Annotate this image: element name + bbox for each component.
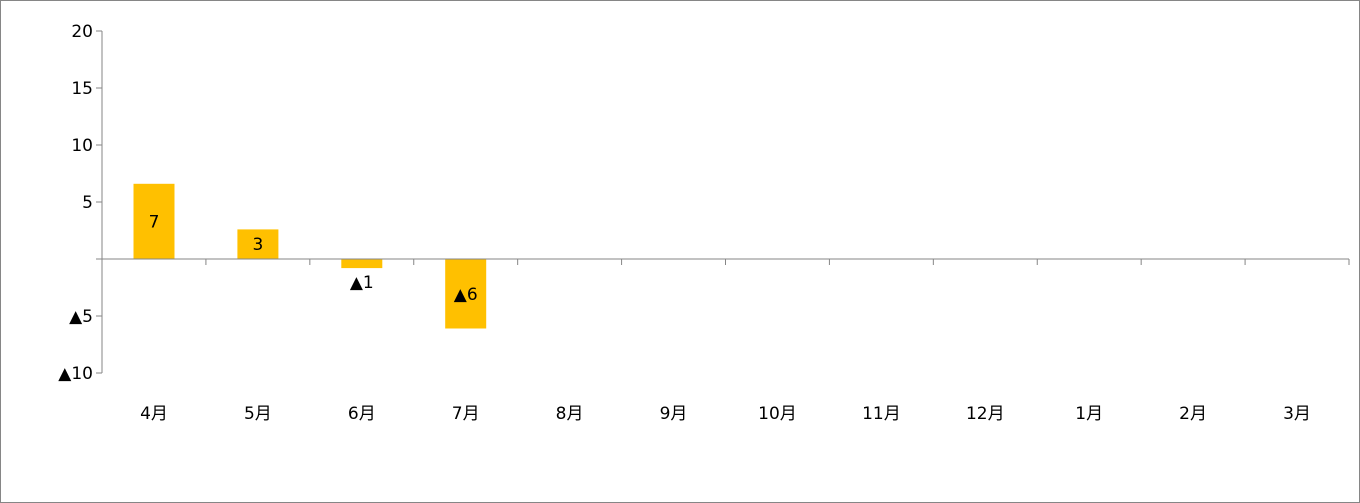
x-tick-label: 2月 (1179, 404, 1207, 424)
bar-4 (445, 259, 487, 329)
data-label: ▲6 (454, 285, 478, 305)
data-label: 3 (252, 235, 263, 255)
bar-3 (341, 259, 383, 269)
x-tick-label: 5月 (244, 404, 272, 424)
x-tick-label: 10月 (758, 404, 797, 424)
data-label: 7 (149, 212, 160, 232)
x-tick-label: 12月 (966, 404, 1005, 424)
x-tick-label: 9月 (660, 404, 688, 424)
y-tick-label: 20 (71, 22, 93, 42)
y-tick-labels-group: 20 15 10 5 ▲5 ▲10 (58, 22, 93, 384)
y-tick-label: ▲10 (58, 364, 93, 384)
data-label: ▲1 (350, 273, 374, 293)
bars-group (133, 183, 487, 329)
axes-group (96, 30, 1350, 374)
x-tick-label: 11月 (862, 404, 901, 424)
x-tick-label: 6月 (348, 404, 376, 424)
y-tick-label: 15 (71, 79, 93, 99)
y-tick-label: ▲5 (69, 307, 93, 327)
x-tick-labels-group: 4月 5月 6月 7月 8月 9月 10月 11月 12月 1月 2月 3月 (140, 404, 1311, 424)
bar-1 (133, 183, 175, 259)
x-tick-label: 3月 (1283, 404, 1311, 424)
x-tick-label: 7月 (452, 404, 480, 424)
data-labels-group: 7 3 ▲1 ▲6 (149, 212, 478, 304)
bar-2 (237, 229, 279, 259)
x-tick-label: 8月 (556, 404, 584, 424)
x-tick-label: 4月 (140, 404, 168, 424)
y-tick-label: 10 (71, 136, 93, 156)
x-tick-label: 1月 (1075, 404, 1103, 424)
y-tick-label: 5 (82, 193, 93, 213)
